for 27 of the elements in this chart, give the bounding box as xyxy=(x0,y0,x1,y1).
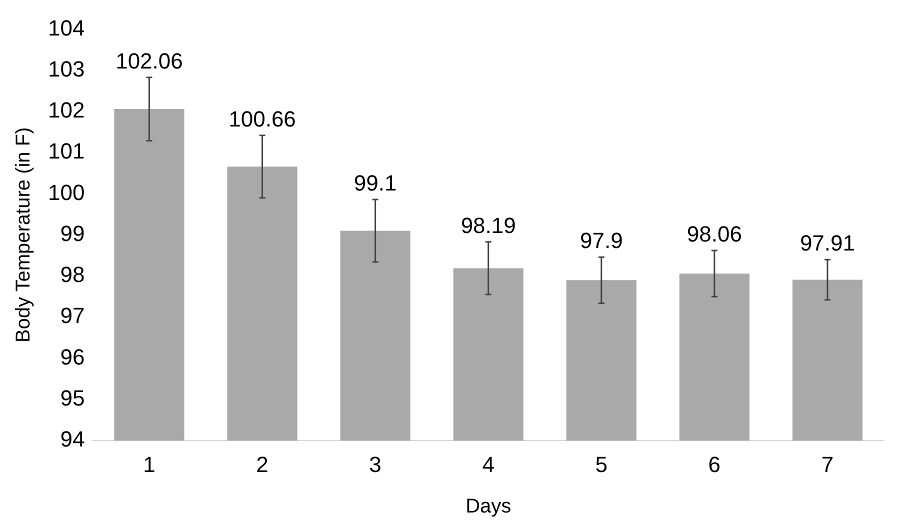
y-tick-label: 96 xyxy=(60,344,85,370)
y-tick-label: 103 xyxy=(48,56,85,82)
y-tick-label: 104 xyxy=(48,15,85,40)
x-tick-label: 1 xyxy=(143,452,156,477)
y-tick-label: 100 xyxy=(48,180,85,205)
y-tick-label: 95 xyxy=(60,386,85,411)
y-tick-label: 101 xyxy=(48,138,85,164)
x-tick-label: 7 xyxy=(821,452,834,477)
y-tick-label: 99 xyxy=(60,220,85,246)
data-label: 98.06 xyxy=(686,222,742,247)
y-tick-label: 94 xyxy=(60,426,85,452)
data-label: 98.19 xyxy=(460,212,516,238)
y-tick-label: 97 xyxy=(60,303,85,328)
y-tick-label: 98 xyxy=(60,262,85,288)
data-label: 97.9 xyxy=(580,228,623,254)
x-axis-title: Days xyxy=(466,496,512,518)
x-tick-label: 3 xyxy=(369,452,382,477)
y-axis-title: Body Temperature (in F) xyxy=(12,127,35,343)
data-label: 100.66 xyxy=(228,106,296,132)
x-tick-label: 2 xyxy=(256,452,268,477)
data-label: 97.91 xyxy=(800,230,856,256)
x-tick-label: 4 xyxy=(482,452,494,477)
x-tick-label: 6 xyxy=(708,452,721,477)
data-label: 102.06 xyxy=(116,48,183,74)
x-tick-label: 5 xyxy=(595,452,608,477)
data-label: 99.1 xyxy=(354,170,397,196)
y-tick-label: 102 xyxy=(48,98,85,123)
